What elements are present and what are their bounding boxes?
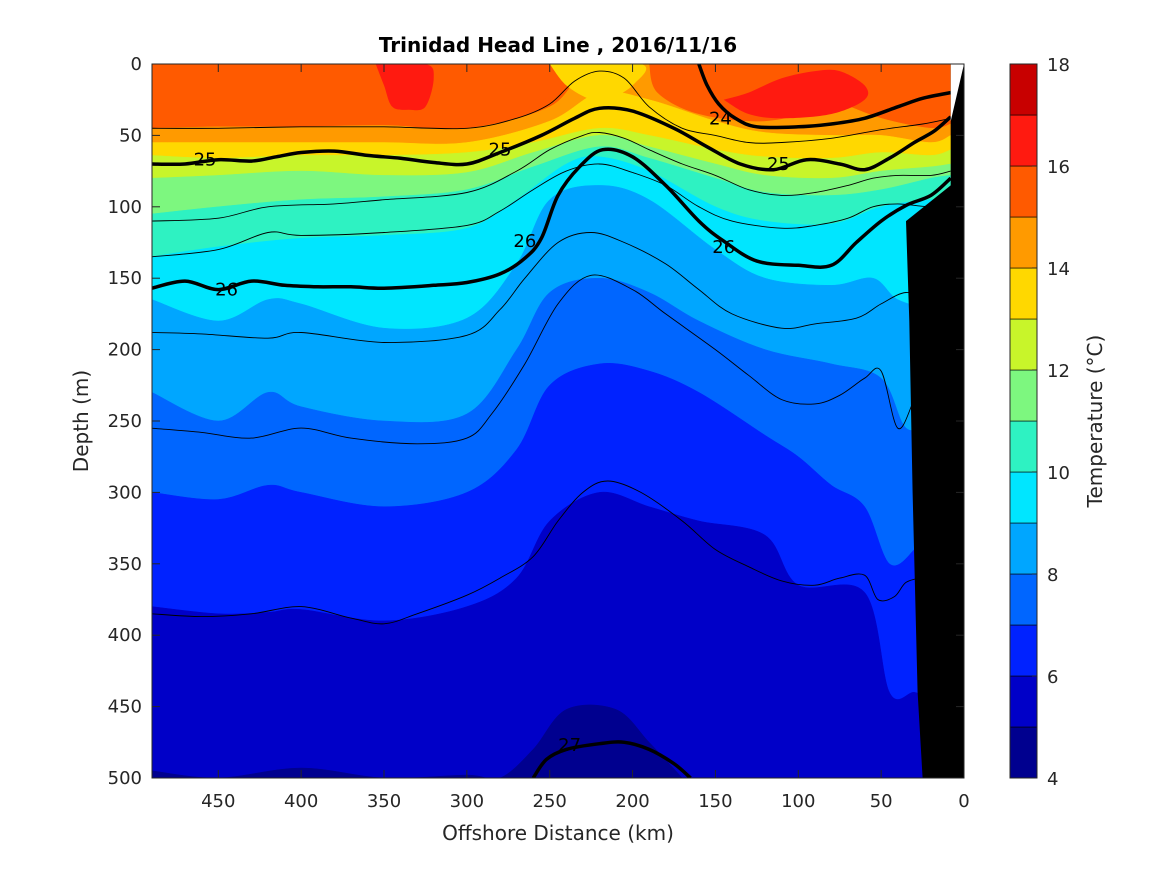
plot-area: 24 25 25 25 26 26 26 27 — [152, 64, 964, 778]
colorbar-segment — [1009, 726, 1038, 779]
colorbar-segment — [1009, 471, 1038, 524]
contour-label: 24 — [709, 108, 732, 129]
contour-label: 25 — [767, 154, 790, 175]
contour-label: 25 — [194, 150, 217, 171]
x-tick-label: 400 — [284, 791, 318, 812]
colorbar: 4 6 8 10 12 14 16 18 — [1009, 55, 1070, 790]
y-tick-label: 50 — [119, 125, 142, 146]
y-axis-label: Depth (m) — [69, 370, 93, 472]
bold-contour-27 — [531, 740, 692, 778]
no-data-region — [950, 64, 964, 122]
x-tick-label: 250 — [533, 791, 567, 812]
thin-contour-line — [152, 480, 940, 625]
x-tick-label: 450 — [201, 791, 235, 812]
x-tick-label: 50 — [870, 791, 893, 812]
colorbar-segment — [1009, 624, 1038, 677]
x-axis-label: Offshore Distance (km) — [442, 821, 674, 845]
colorbar-tick-label: 12 — [1047, 361, 1070, 382]
thin-contour-line — [152, 131, 951, 222]
colorbar-tick-label: 10 — [1047, 463, 1070, 484]
y-tick-label: 250 — [108, 411, 142, 432]
bold-contour-26 — [152, 147, 952, 292]
x-tick-label: 100 — [781, 791, 815, 812]
temperature-band-5 — [152, 491, 948, 778]
warm-core-15 — [152, 64, 572, 125]
colorbar-segment — [1009, 573, 1038, 626]
y-tick-label: 500 — [108, 768, 142, 789]
y-tick-label: 150 — [108, 268, 142, 289]
x-tick-label: 350 — [367, 791, 401, 812]
bold-contour-25 — [152, 106, 952, 172]
x-tick-label: 150 — [698, 791, 732, 812]
colorbar-tick-label: 14 — [1047, 259, 1070, 280]
colorbar-segment — [1009, 420, 1038, 473]
bold-contour-24 — [697, 64, 952, 130]
y-tick-label: 300 — [108, 482, 142, 503]
thin-contour-line — [152, 232, 948, 343]
contour-label: 25 — [489, 140, 512, 161]
colorbar-segment — [1009, 114, 1038, 167]
x-tick-label: 300 — [450, 791, 484, 812]
temperature-band-4 — [152, 704, 683, 778]
colorbar-segment — [1009, 369, 1038, 422]
thin-contour-line — [152, 163, 951, 258]
y-tick-label: 100 — [108, 197, 142, 218]
thin-contour-line — [152, 70, 951, 144]
x-tick-label: 0 — [958, 791, 969, 812]
contour-label: 27 — [558, 735, 581, 756]
colorbar-tick-label: 18 — [1047, 55, 1070, 76]
y-tick-label: 200 — [108, 340, 142, 361]
colorbar-segment — [1009, 216, 1038, 269]
y-tick-label: 450 — [108, 697, 142, 718]
colorbar-tick-label: 6 — [1047, 667, 1058, 688]
contour-label: 26 — [513, 231, 536, 252]
warm-core-13 — [549, 64, 647, 102]
colorbar-frame — [1009, 63, 1038, 779]
colorbar-segment — [1009, 63, 1038, 116]
colorbar-tick-label: 16 — [1047, 157, 1070, 178]
colorbar-segment — [1009, 522, 1038, 575]
colorbar-tick-label: 4 — [1047, 769, 1058, 790]
colorbar-segment — [1009, 675, 1038, 728]
y-tick-label: 350 — [108, 554, 142, 575]
colorbar-segment — [1009, 318, 1038, 371]
thin-contour-line — [152, 274, 948, 445]
y-tick-label: 400 — [108, 625, 142, 646]
warm-core-16 — [723, 69, 869, 119]
colorbar-tick-label: 8 — [1047, 565, 1058, 586]
colorbar-label: Temperature (°C) — [1083, 335, 1107, 509]
colorbar-segment — [1009, 267, 1038, 320]
contour-label: 26 — [215, 280, 238, 301]
bathymetry-shelf — [906, 64, 964, 778]
chart-title: Trinidad Head Line , 2016/11/16 — [379, 33, 737, 57]
contour-label: 26 — [712, 237, 735, 258]
x-tick-label: 200 — [615, 791, 649, 812]
warm-core-16 — [375, 64, 434, 111]
axes: 450 400 350 300 250 200 150 100 50 00501001502002… — [108, 54, 970, 812]
y-tick-label: 0 — [131, 54, 142, 75]
colorbar-segment — [1009, 165, 1038, 218]
